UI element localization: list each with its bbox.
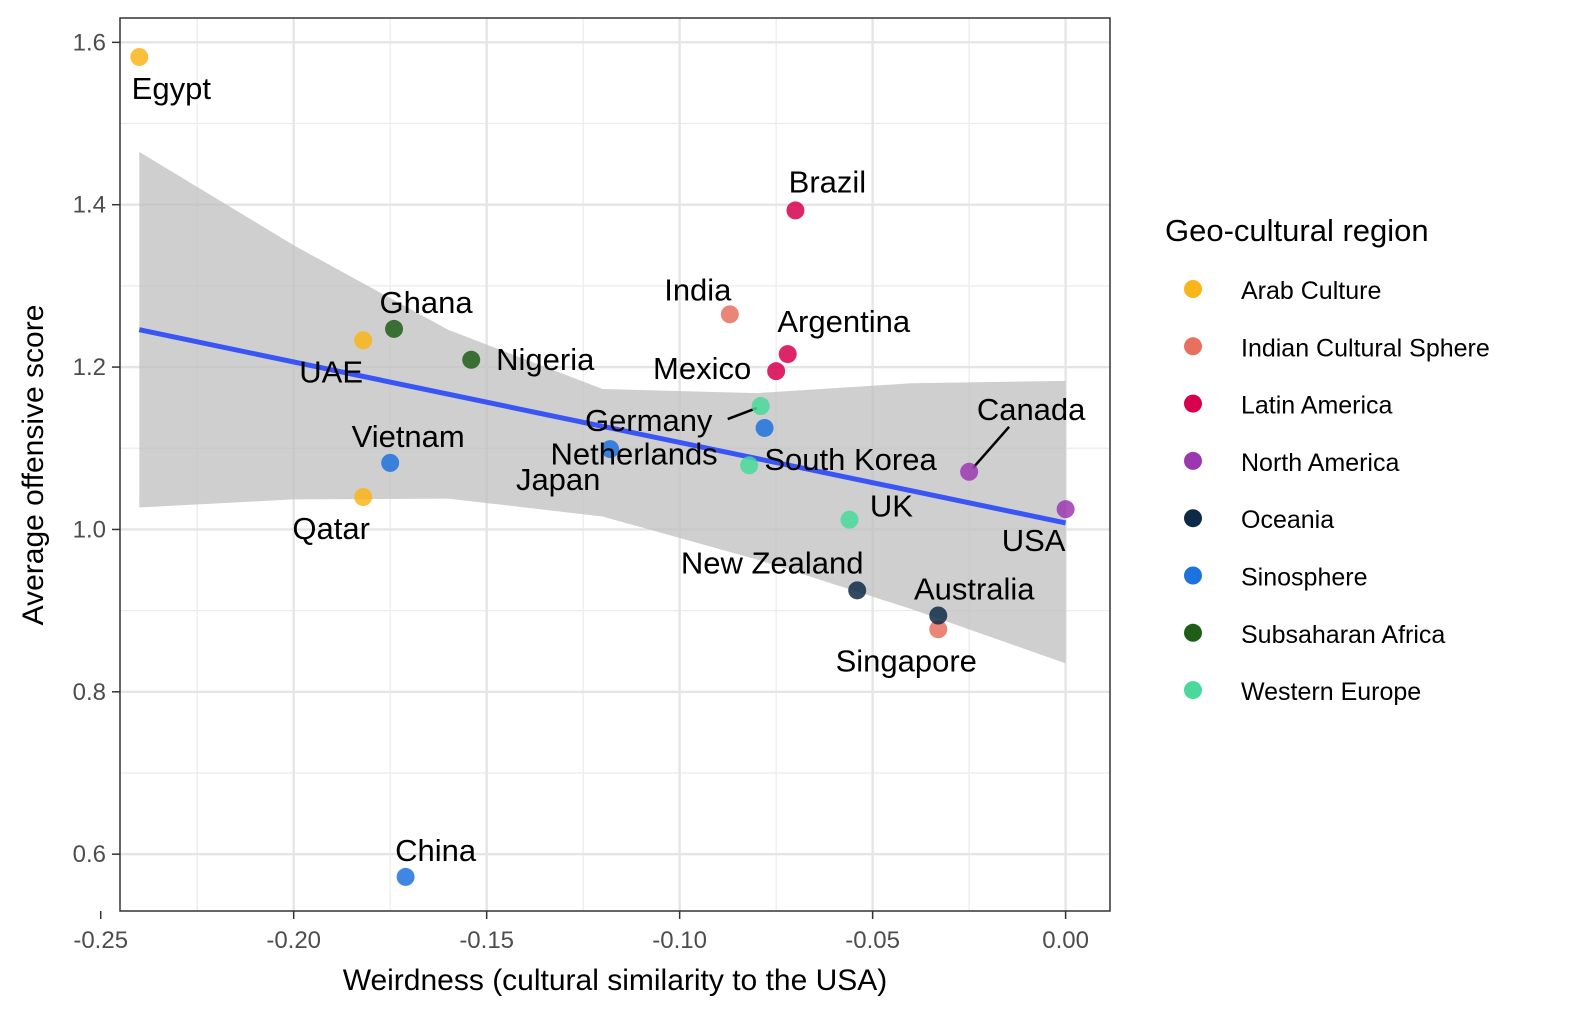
point-south-korea — [755, 418, 774, 437]
legend-key-arab-culture — [1184, 280, 1202, 298]
legend-label-north-america: North America — [1241, 449, 1399, 477]
x-tick-label: -0.05 — [845, 927, 900, 954]
label-qatar: Qatar — [292, 511, 370, 546]
point-japan — [601, 440, 620, 459]
legend-title: Geo-cultural region — [1165, 213, 1429, 248]
legend-key-latin-america — [1184, 394, 1202, 413]
y-axis-title: Average offensive score — [17, 305, 50, 626]
label-mexico: Mexico — [653, 351, 751, 386]
legend-key-north-america — [1184, 451, 1202, 470]
leader-germany — [727, 406, 758, 421]
trend-line — [138, 327, 1067, 526]
point-argentina — [778, 345, 797, 364]
confidence-band — [139, 151, 1066, 664]
label-new-zealand: New Zealand — [681, 545, 864, 580]
point-ghana — [385, 319, 404, 338]
label-australia: Australia — [914, 571, 1035, 606]
label-egypt: Egypt — [132, 71, 212, 106]
legend-label-subsaharan-africa: Subsaharan Africa — [1241, 621, 1445, 649]
point-egypt — [130, 47, 149, 66]
point-usa — [1056, 500, 1075, 519]
point-australia — [929, 606, 948, 625]
y-axis-ticks: 0.6 0.8 1.0 1.2 1.4 1.6 — [73, 29, 120, 868]
x-tick-label: 0.00 — [1042, 927, 1089, 954]
label-china: China — [395, 833, 477, 868]
legend-label-arab-culture: Arab Culture — [1241, 277, 1381, 305]
legend-label-western-europe: Western Europe — [1241, 678, 1421, 706]
label-ghana: Ghana — [379, 285, 473, 320]
leader-canada — [972, 425, 1011, 469]
label-germany: Germany — [585, 403, 713, 438]
label-singapore: Singapore — [836, 643, 977, 678]
y-tick-label: 1.2 — [73, 354, 106, 381]
label-japan: Japan — [516, 462, 600, 497]
legend-label-latin-america: Latin America — [1241, 392, 1393, 420]
point-qatar — [354, 487, 373, 506]
x-axis-title: Weirdness (cultural similarity to the US… — [343, 964, 888, 997]
point-india — [720, 305, 739, 324]
legend-key-western-europe — [1184, 681, 1202, 700]
label-argentina: Argentina — [777, 304, 910, 339]
y-tick-label: 0.6 — [73, 841, 106, 868]
point-new-zealand — [848, 581, 867, 600]
legend-key-sinosphere — [1184, 566, 1202, 585]
label-brazil: Brazil — [789, 164, 867, 199]
label-canada: Canada — [977, 392, 1086, 427]
y-tick-label: 1.6 — [73, 29, 106, 56]
point-nigeria — [462, 350, 481, 369]
point-uae — [354, 331, 373, 350]
legend-key-subsaharan-africa — [1184, 623, 1202, 642]
point-canada — [960, 462, 979, 481]
y-tick-label: 0.8 — [73, 679, 106, 706]
legend-key-indian-cultural-sphere — [1184, 337, 1202, 356]
x-tick-label: -0.15 — [459, 927, 514, 954]
point-singapore — [929, 620, 948, 639]
legend-key-oceania — [1184, 509, 1202, 528]
plot-panel-border — [119, 17, 1111, 912]
point-china — [396, 867, 415, 886]
legend: Geo-cultural region Arab Culture Indian C… — [1165, 213, 1490, 706]
point-vietnam — [381, 453, 400, 472]
y-tick-label: 1.0 — [73, 516, 106, 543]
point-labels: Egypt UAE Qatar India Singapore Brazil Argenti… — [132, 71, 1087, 868]
label-south-korea: South Korea — [764, 442, 937, 477]
data-points — [130, 47, 1075, 886]
x-axis-ticks: -0.25 -0.20 -0.15 -0.10 -0.05 0.00 — [73, 911, 1089, 954]
point-uk — [840, 510, 859, 529]
point-germany — [751, 397, 770, 416]
label-uae: UAE — [299, 354, 363, 389]
label-uk: UK — [870, 489, 913, 524]
legend-label-sinosphere: Sinosphere — [1241, 564, 1367, 592]
y-tick-label: 1.4 — [73, 192, 106, 219]
label-vietnam: Vietnam — [352, 419, 465, 454]
legend-label-oceania: Oceania — [1241, 506, 1334, 534]
label-leader-lines — [727, 406, 1011, 469]
label-usa: USA — [1002, 523, 1066, 558]
legend-label-indian-cultural-sphere: Indian Cultural Sphere — [1241, 334, 1490, 362]
x-tick-label: -0.10 — [652, 927, 707, 954]
label-netherlands: Netherlands — [551, 436, 718, 471]
point-mexico — [767, 362, 786, 381]
point-netherlands — [740, 456, 759, 475]
label-nigeria: Nigeria — [496, 342, 595, 377]
x-tick-label: -0.20 — [266, 927, 321, 954]
x-tick-label: -0.25 — [73, 927, 128, 954]
point-brazil — [786, 201, 805, 220]
label-india: India — [664, 272, 732, 307]
